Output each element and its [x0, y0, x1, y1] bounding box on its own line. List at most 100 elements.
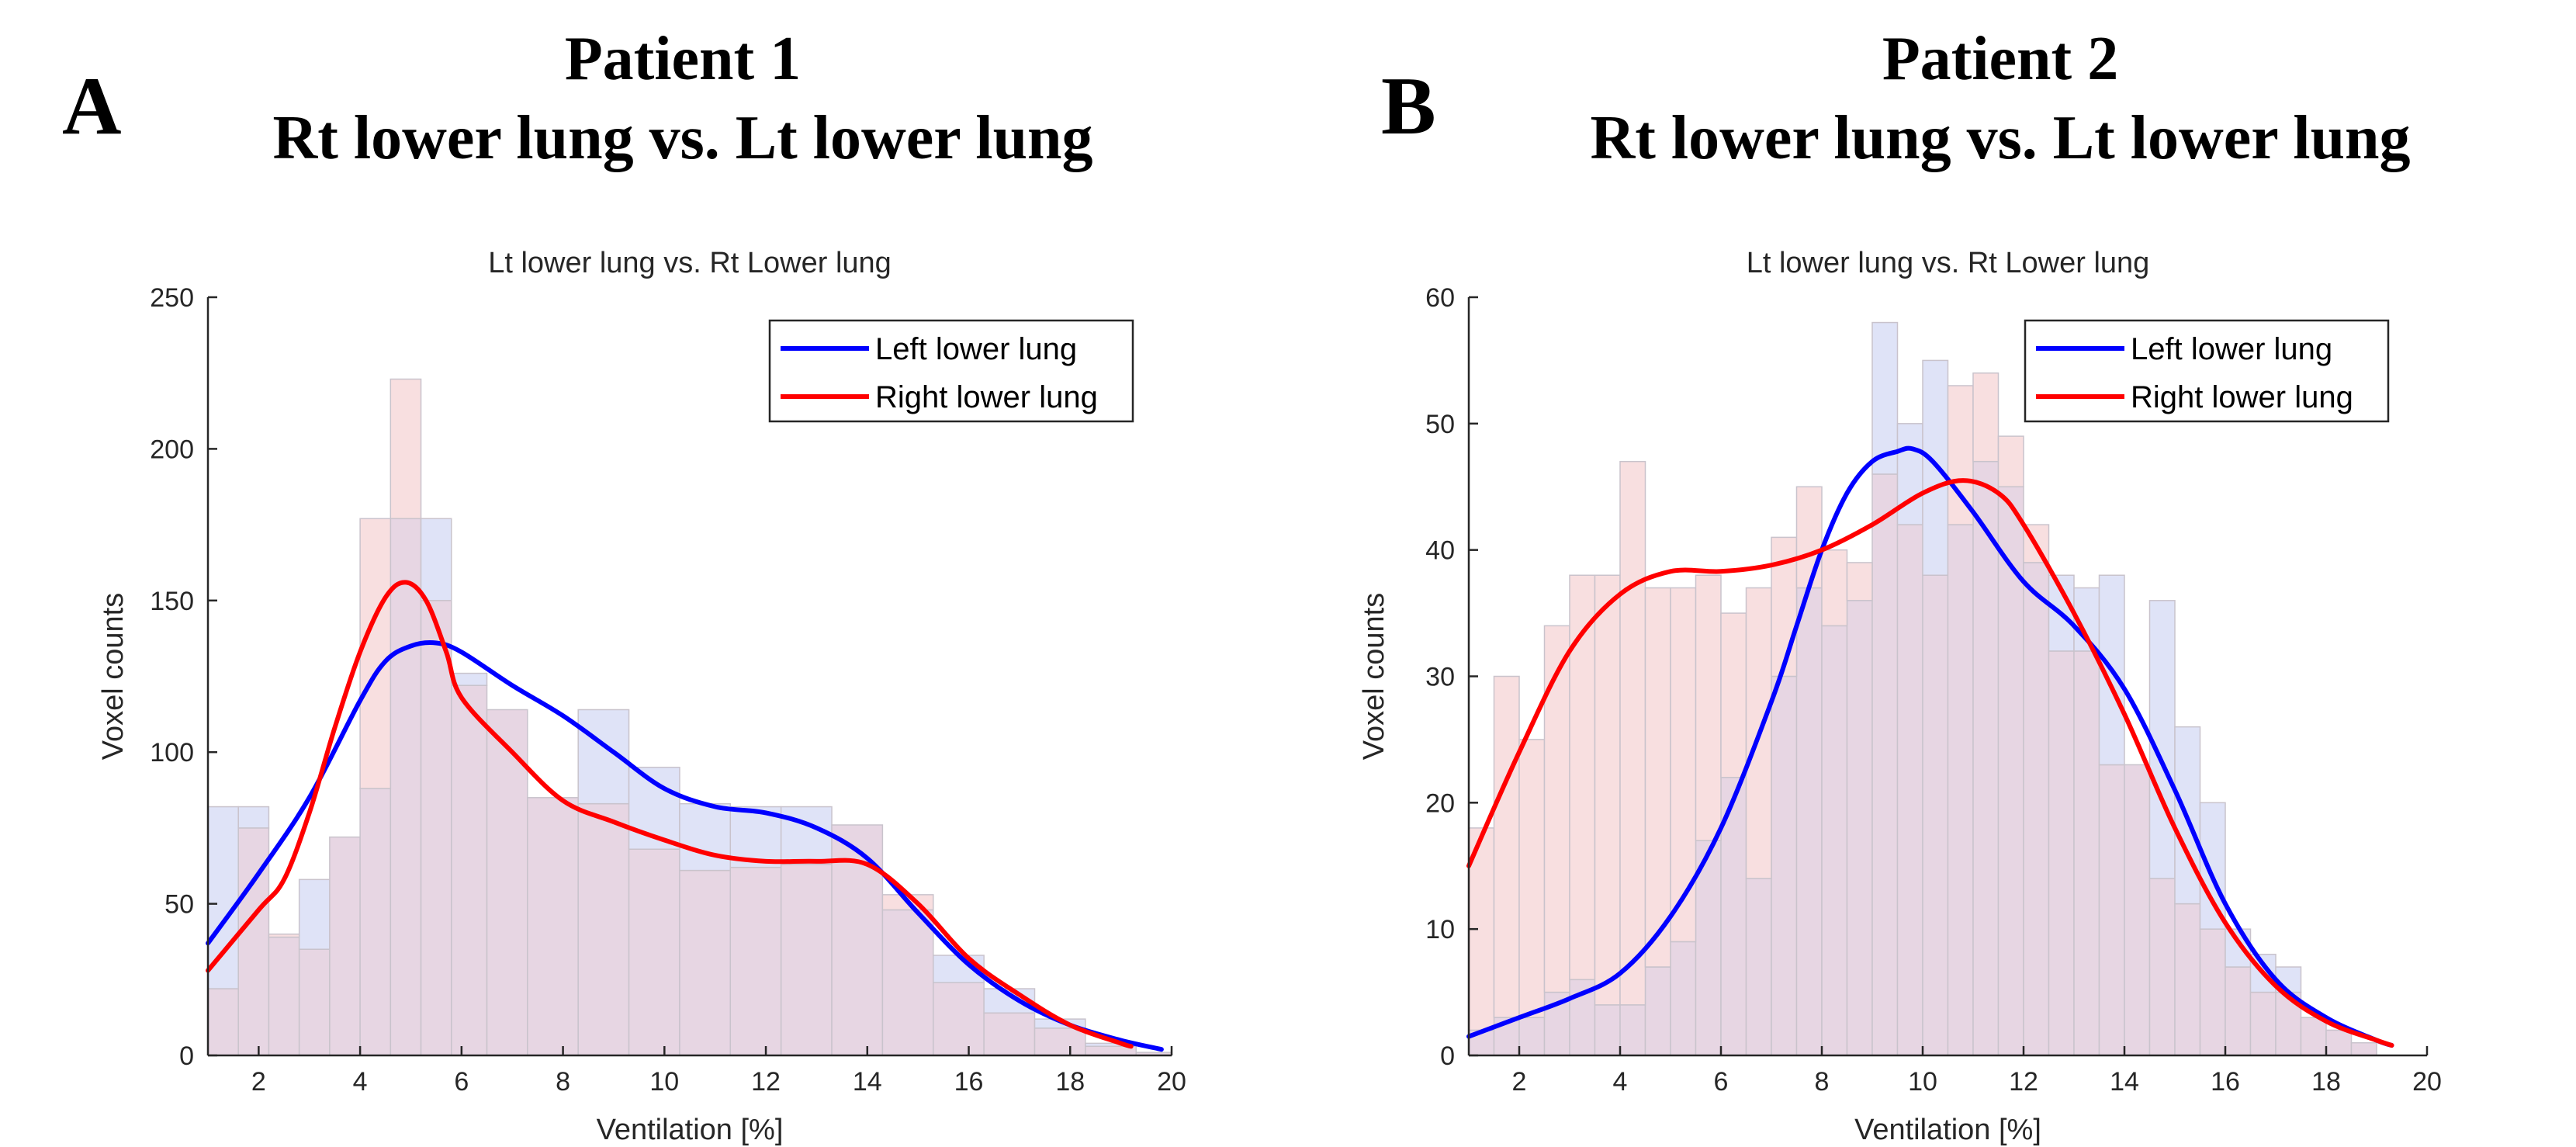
- y-tick-label: 250: [150, 283, 194, 313]
- histogram-bar-overlap: [420, 600, 452, 1056]
- histogram-bar-overlap: [1518, 1017, 1546, 1056]
- x-tick-label: 6: [454, 1067, 469, 1097]
- x-tick-label: 8: [556, 1067, 570, 1097]
- histogram-bar-right: [1670, 587, 1697, 943]
- histogram-bar-overlap: [881, 909, 934, 1056]
- histogram-bar-right: [359, 518, 392, 789]
- histogram-bar-left: [298, 878, 331, 950]
- legend-box: [2024, 319, 2390, 423]
- histogram-bar-right: [1543, 625, 1570, 993]
- x-tick-label: 10: [649, 1067, 679, 1097]
- histogram-bar-overlap: [2199, 928, 2226, 1056]
- legend-label-left: Left lower lung: [2131, 332, 2332, 366]
- histogram-bar-overlap: [1795, 587, 1823, 1056]
- axes: 2 4 6 8 10 12 14 16 18 20 0 10 20 30 40 50 60: [1425, 283, 2442, 1097]
- histogram-bar-overlap: [359, 788, 392, 1056]
- legend: Left lower lung Right lower lung: [2024, 319, 2390, 423]
- histogram-bar-overlap: [390, 518, 422, 1056]
- histogram-bar-overlap: [2174, 903, 2201, 1056]
- x-tick-label: 2: [1512, 1067, 1527, 1097]
- histogram-bar-overlap: [2300, 1017, 2327, 1056]
- x-tick-label: 6: [1714, 1067, 1729, 1097]
- histogram-bar-right: [1518, 739, 1546, 1018]
- curve-right-lower-lung: [1466, 478, 2394, 1048]
- legend: Left lower lung Right lower lung: [768, 319, 1134, 423]
- histogram-bar-overlap: [1821, 625, 1848, 1056]
- histogram-bar-overlap: [1997, 486, 2024, 1056]
- histogram-bar-right: [1821, 549, 1848, 627]
- axes-title: Lt lower lung vs. Rt Lower lung: [1747, 247, 2150, 279]
- panel-b-title-line2: Rt lower lung vs. Lt lower lung: [1590, 104, 2410, 172]
- histogram-bar-overlap: [2148, 878, 2176, 1056]
- x-tick-label: 14: [853, 1067, 882, 1097]
- histogram-bar-left: [2199, 802, 2226, 930]
- histogram-bar-overlap: [679, 869, 732, 1056]
- histogram-bar-overlap: [628, 848, 680, 1056]
- y-tick-label: 0: [1440, 1041, 1455, 1071]
- histogram-bar-overlap: [1034, 1027, 1086, 1056]
- x-axis-label: Ventilation [%]: [597, 1114, 784, 1146]
- histogram-bar-left: [420, 518, 452, 601]
- histogram-bar-right: [1695, 574, 1722, 841]
- histogram-bar-overlap: [2249, 991, 2277, 1056]
- histogram-bar-overlap: [2325, 1029, 2353, 1056]
- chart-patient-2: 2 4 6 8 10 12 14 16 18 20 0 10 20 30 40 50 60 Lt lower l…: [1358, 247, 2442, 1146]
- y-tick-label: 50: [1425, 410, 1455, 439]
- density-curves: [1466, 445, 2394, 1048]
- x-tick-label: 14: [2110, 1067, 2139, 1097]
- legend-box: [768, 319, 1134, 423]
- histogram-bar-overlap: [527, 797, 579, 1056]
- histogram-bar-left: [1922, 359, 1949, 576]
- histogram-bar-overlap: [933, 982, 985, 1056]
- x-tick-label: 20: [1157, 1067, 1186, 1097]
- histogram-bar-overlap: [1745, 878, 1772, 1056]
- histogram-bar-left: [2148, 600, 2176, 879]
- histogram-bar-left: [2275, 966, 2302, 993]
- panel-b-title-line1: Patient 2: [1882, 25, 2118, 93]
- y-axis-label: Voxel counts: [97, 593, 130, 760]
- y-tick-label: 20: [1425, 788, 1455, 818]
- histogram-bar-overlap: [2350, 1041, 2377, 1056]
- x-axis-label: Ventilation [%]: [1854, 1114, 2041, 1146]
- legend-label-right: Right lower lung: [875, 380, 1098, 414]
- x-tick-label: 18: [1055, 1067, 1085, 1097]
- histogram-bar-overlap: [329, 836, 361, 1056]
- y-tick-label: 50: [164, 890, 194, 920]
- left-histogram: [207, 518, 1172, 1056]
- histogram-bar-overlap: [1846, 600, 1873, 1056]
- histogram-bar-overlap: [1947, 524, 1974, 1056]
- histogram-bar-overlap: [2225, 966, 2252, 1056]
- x-tick-label: 18: [2311, 1067, 2341, 1097]
- x-tick-label: 4: [353, 1067, 368, 1097]
- axes-title: Lt lower lung vs. Rt Lower lung: [488, 247, 892, 279]
- panel-b-letter: B: [1381, 61, 1436, 151]
- histogram-bar-right: [1846, 562, 1873, 601]
- histogram-bar-left: [1871, 321, 1899, 475]
- histogram-bar-overlap: [1594, 1004, 1621, 1056]
- x-tick-label: 12: [751, 1067, 781, 1097]
- x-tick-label: 16: [2211, 1067, 2240, 1097]
- histogram-bar-overlap: [451, 684, 488, 1056]
- histogram-bar-overlap: [2098, 764, 2125, 1056]
- histogram-bar-overlap: [2124, 764, 2151, 1056]
- histogram-bar-overlap: [1670, 941, 1697, 1056]
- y-tick-label: 10: [1425, 915, 1455, 944]
- histogram-bar-overlap: [1619, 1004, 1646, 1056]
- histogram-bar-right: [1619, 460, 1646, 1006]
- histogram-bar-overlap: [486, 709, 528, 1056]
- histogram-bar-left: [2225, 928, 2252, 968]
- histogram-bar-right: [268, 933, 300, 938]
- histogram-bar-overlap: [207, 988, 239, 1056]
- y-tick-label: 100: [150, 738, 194, 768]
- y-tick-label: 30: [1425, 663, 1455, 692]
- histogram-bar-right: [390, 378, 422, 520]
- y-tick-label: 200: [150, 435, 194, 464]
- histogram-bar-overlap: [729, 866, 782, 1056]
- histogram-bar-overlap: [1771, 675, 1798, 1056]
- histogram-bar-right: [1594, 574, 1621, 1006]
- histogram-bar-left: [237, 806, 270, 829]
- x-tick-label: 2: [251, 1067, 266, 1097]
- y-tick-label: 60: [1425, 283, 1455, 313]
